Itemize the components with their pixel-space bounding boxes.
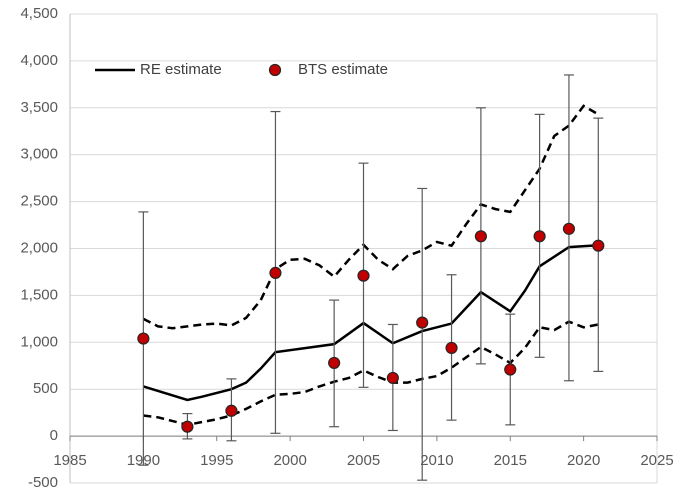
point	[474, 230, 487, 243]
y-tick-label: 2,500	[20, 193, 58, 210]
legend: RE estimate BTS estimate	[95, 61, 388, 78]
legend-swatch	[268, 63, 282, 77]
y-tick-label: 1,500	[20, 286, 58, 303]
y-tick-label: 3,500	[20, 99, 58, 116]
y-tick-label: 4,000	[20, 52, 58, 69]
legend-label: RE estimate	[140, 61, 222, 78]
y-tick-label: 0	[50, 427, 58, 444]
x-tick-label: 2010	[420, 452, 453, 469]
bound-line	[143, 320, 599, 427]
point	[504, 363, 517, 376]
y-tick-label: 1,000	[20, 333, 58, 350]
point	[592, 239, 605, 252]
x-tick-label: 1985	[53, 452, 86, 469]
x-tick-label: 1995	[200, 452, 233, 469]
y-tick-label: 500	[33, 380, 58, 397]
x-tick-label: 2015	[494, 452, 527, 469]
x-tick-label: 2020	[567, 452, 600, 469]
x-tick-label: 2025	[640, 452, 673, 469]
y-tick-label: 4,500	[20, 5, 58, 22]
point	[137, 332, 150, 345]
point	[416, 316, 429, 329]
point	[328, 356, 341, 370]
point	[386, 371, 399, 385]
legend-label: BTS estimate	[298, 61, 388, 78]
point	[445, 341, 458, 355]
line	[143, 243, 599, 402]
point	[181, 420, 194, 433]
point	[269, 266, 282, 279]
y-tick-label: 2,000	[20, 239, 58, 256]
y-tick-label: -500	[28, 474, 58, 491]
y-tick-label: 3,000	[20, 146, 58, 163]
point	[533, 230, 546, 243]
x-tick-label: 2000	[273, 452, 306, 469]
point	[357, 269, 370, 282]
point	[562, 222, 576, 235]
bound-line	[142, 104, 599, 330]
point	[225, 404, 238, 417]
x-tick-label: 2005	[347, 452, 380, 469]
